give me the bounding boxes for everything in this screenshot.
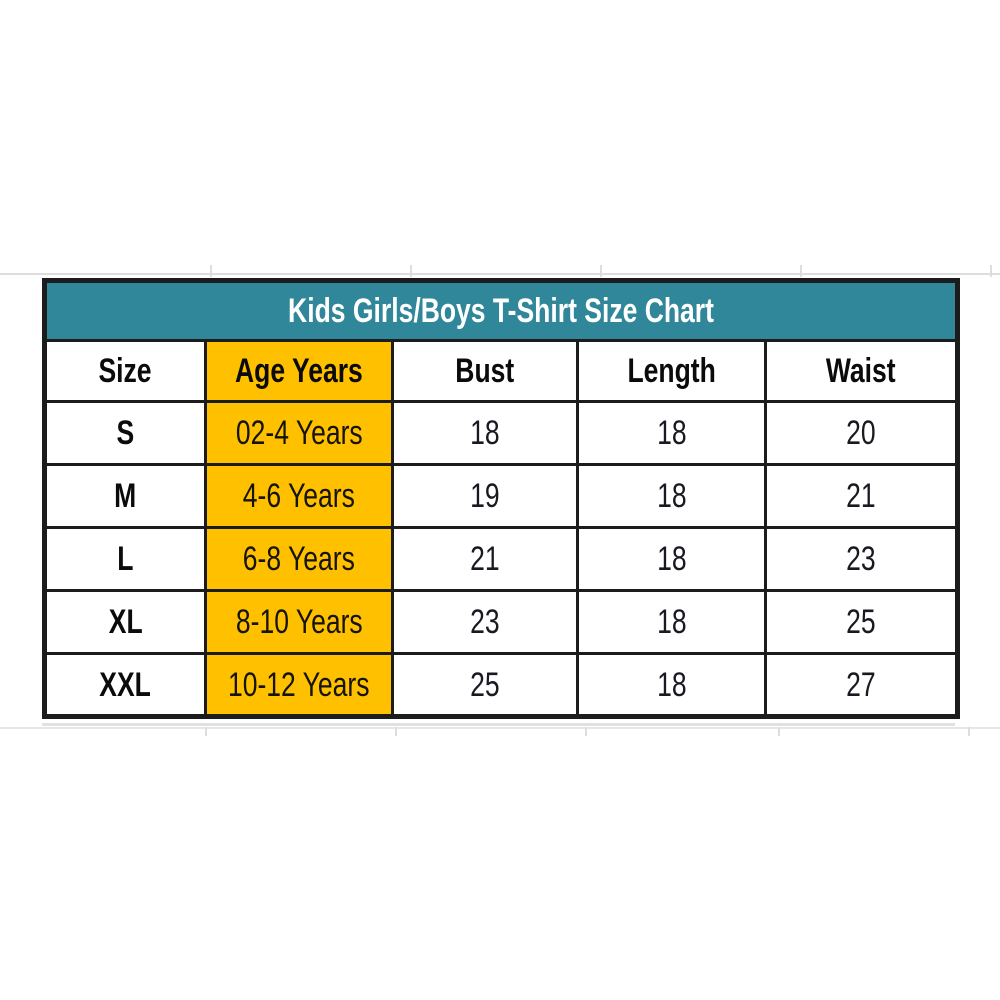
table-row-xxl: XXL 10-12 Years 25 18 27 xyxy=(43,652,959,718)
length-cell: 18 xyxy=(576,463,767,529)
length-cell: 18 xyxy=(576,652,767,718)
bust-cell: 21 xyxy=(391,526,579,592)
age-cell: 6-8 Years xyxy=(204,526,394,592)
table-row-m: M 4-6 Years 19 18 21 xyxy=(43,463,959,529)
size-cell: XXL xyxy=(43,652,207,718)
waist-cell: 21 xyxy=(764,463,959,529)
col-header-length: Length xyxy=(576,339,767,403)
length-cell: 18 xyxy=(576,589,767,655)
age-cell: 8-10 Years xyxy=(204,589,394,655)
age-cell: 10-12 Years xyxy=(204,652,394,718)
size-chart-table: Kids Girls/Boys T-Shirt Size Chart Size … xyxy=(42,278,960,719)
waist-cell: 23 xyxy=(764,526,959,592)
size-cell: M xyxy=(43,463,207,529)
bust-cell: 25 xyxy=(391,652,579,718)
table-row-s: S 02-4 Years 18 18 20 xyxy=(43,400,959,466)
gridline-stub xyxy=(990,265,992,277)
bust-cell: 23 xyxy=(391,589,579,655)
chart-title-cell: Kids Girls/Boys T-Shirt Size Chart xyxy=(43,279,959,342)
waist-cell: 20 xyxy=(764,400,959,466)
size-cell: S xyxy=(43,400,207,466)
chart-title: Kids Girls/Boys T-Shirt Size Chart xyxy=(288,292,714,330)
header-row: Size Age Years Bust Length Waist xyxy=(43,339,959,403)
gridline-stub xyxy=(210,265,212,277)
length-cell: 18 xyxy=(576,526,767,592)
waist-cell: 27 xyxy=(764,652,959,718)
age-cell: 02-4 Years xyxy=(204,400,394,466)
gridline-stub xyxy=(968,727,970,736)
gridline-stub xyxy=(410,265,412,277)
table-row-l: L 6-8 Years 21 18 23 xyxy=(43,526,959,592)
size-cell: XL xyxy=(43,589,207,655)
bust-cell: 19 xyxy=(391,463,579,529)
col-header-bust: Bust xyxy=(391,339,579,403)
gridline-bottom xyxy=(0,727,1000,729)
size-chart: Kids Girls/Boys T-Shirt Size Chart Size … xyxy=(42,278,960,719)
gridline-top xyxy=(0,273,1000,275)
gridline-stub xyxy=(600,265,602,277)
bust-cell: 18 xyxy=(391,400,579,466)
gridline-stub xyxy=(395,727,397,736)
gridline-stub xyxy=(585,727,587,736)
table-row-xl: XL 8-10 Years 23 18 25 xyxy=(43,589,959,655)
col-header-age-years: Age Years xyxy=(204,339,394,403)
col-header-waist: Waist xyxy=(764,339,959,403)
title-row: Kids Girls/Boys T-Shirt Size Chart xyxy=(43,279,959,342)
gridline-stub xyxy=(800,265,802,277)
waist-cell: 25 xyxy=(764,589,959,655)
length-cell: 18 xyxy=(576,400,767,466)
size-cell: L xyxy=(43,526,207,592)
gridline-stub xyxy=(778,727,780,736)
col-header-size: Size xyxy=(43,339,207,403)
gridline-stub xyxy=(205,727,207,736)
table-shadow xyxy=(42,723,955,726)
age-cell: 4-6 Years xyxy=(204,463,394,529)
